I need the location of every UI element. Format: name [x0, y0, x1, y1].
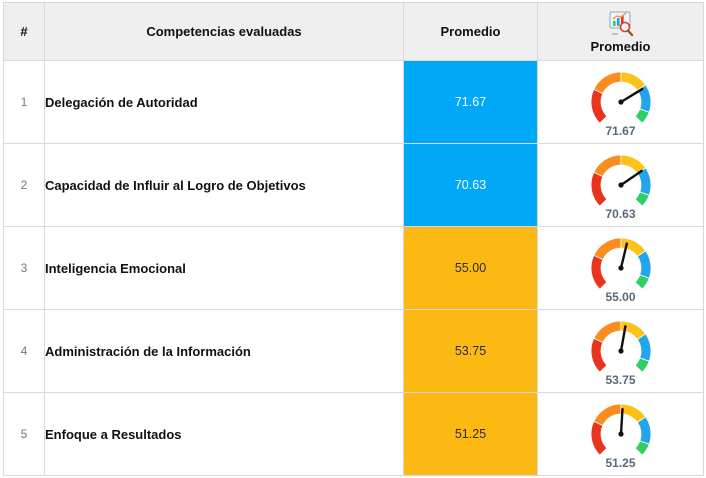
- chart-analysis-icon: [609, 11, 633, 36]
- average-value: 70.63: [403, 143, 538, 227]
- competency-name: Delegación de Autoridad: [44, 60, 404, 144]
- gauge-band-orange: [592, 154, 621, 178]
- gauge-band-green: [634, 191, 650, 207]
- header-gauge: Promedio: [537, 2, 704, 61]
- table-row: 3 Inteligencia Emocional 55.00 55.00: [3, 226, 704, 310]
- row-number: 5: [3, 392, 45, 476]
- row-number: 2: [3, 143, 45, 227]
- row-number: 1: [3, 60, 45, 144]
- gauge-dial-icon: [590, 320, 651, 373]
- gauge-hub: [617, 182, 624, 188]
- gauge-hub: [617, 99, 624, 105]
- gauge-needle: [619, 325, 627, 353]
- gauge-band-red: [590, 420, 607, 456]
- row-number: 3: [3, 226, 45, 310]
- gauge: 53.75: [586, 317, 656, 387]
- gauge: 71.67: [586, 68, 656, 138]
- average-value: 53.75: [403, 309, 538, 393]
- gauge-band-green: [634, 357, 650, 373]
- row-number: 4: [3, 309, 45, 393]
- gauge-cell: 70.63: [537, 143, 704, 227]
- gauge-value-label: 55.00: [605, 290, 636, 304]
- gauge-band-orange: [592, 320, 621, 344]
- gauge-hub: [617, 265, 624, 271]
- gauge-cell: 71.67: [537, 60, 704, 144]
- gauge-dial-icon: [590, 403, 651, 456]
- header-number: #: [3, 2, 45, 61]
- average-value: 71.67: [403, 60, 538, 144]
- gauge-band-red: [590, 254, 607, 290]
- gauge-dial-icon: [590, 71, 651, 124]
- gauge: 70.63: [586, 151, 656, 221]
- gauge-value-label: 71.67: [605, 124, 636, 138]
- competency-name: Administración de la Información: [44, 309, 404, 393]
- table-row: 1 Delegación de Autoridad 71.67 71.67: [3, 60, 704, 144]
- gauge-value-label: 53.75: [605, 373, 636, 387]
- table-row: 2 Capacidad de Influir al Logro de Objeti…: [3, 143, 704, 227]
- gauge: 55.00: [586, 234, 656, 304]
- gauge-cell: 55.00: [537, 226, 704, 310]
- gauge-band-blue: [636, 333, 651, 362]
- competency-name: Capacidad de Influir al Logro de Objetiv…: [44, 143, 404, 227]
- gauge-band-green: [634, 274, 650, 290]
- gauge-needle: [619, 407, 624, 436]
- gauge-dial-icon: [590, 154, 651, 207]
- header-promedio: Promedio: [403, 2, 538, 61]
- gauge-cell: 51.25: [537, 392, 704, 476]
- gauge: 51.25: [586, 400, 656, 470]
- gauge-hub: [617, 348, 624, 354]
- table-header-row: # Competencias evaluadas Promedio Pr: [3, 2, 704, 61]
- gauge-dial-icon: [590, 237, 651, 290]
- gauge-band-red: [590, 88, 607, 124]
- gauge-needle: [619, 169, 643, 187]
- gauge-band-green: [634, 440, 650, 456]
- gauge-value-label: 51.25: [605, 456, 636, 470]
- gauge-band-blue: [636, 250, 651, 279]
- gauge-band-blue: [636, 416, 651, 445]
- gauge-needle: [619, 242, 628, 270]
- header-competencias: Competencias evaluadas: [44, 2, 404, 61]
- gauge-needle: [619, 87, 644, 104]
- competency-name: Inteligencia Emocional: [44, 226, 404, 310]
- table-row: 5 Enfoque a Resultados 51.25 51.25: [3, 392, 704, 476]
- gauge-band-green: [634, 108, 650, 124]
- average-value: 51.25: [403, 392, 538, 476]
- gauge-band-red: [590, 171, 607, 207]
- gauge-value-label: 70.63: [605, 207, 636, 221]
- gauge-hub: [617, 431, 624, 437]
- competencies-table: # Competencias evaluadas Promedio Pr: [3, 2, 704, 476]
- competency-name: Enfoque a Resultados: [44, 392, 404, 476]
- gauge-band-orange: [592, 403, 621, 427]
- average-value: 55.00: [403, 226, 538, 310]
- gauge-band-blue: [636, 84, 651, 113]
- gauge-band-orange: [592, 71, 621, 95]
- gauge-band-orange: [592, 237, 621, 261]
- gauge-cell: 53.75: [537, 309, 704, 393]
- table-row: 4 Administración de la Información 53.75 53…: [3, 309, 704, 393]
- header-gauge-label: Promedio: [590, 38, 651, 54]
- gauge-band-red: [590, 337, 607, 373]
